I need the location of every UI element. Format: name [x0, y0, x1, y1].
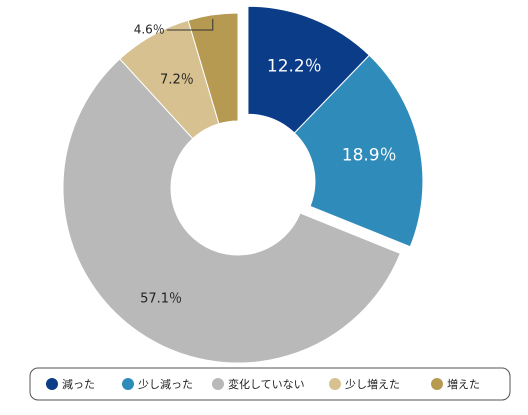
slice-group: 12.2％: [247, 5, 371, 134]
value-label: 4.6％: [134, 23, 165, 37]
value-label: 18.9％: [342, 145, 397, 165]
slice: [187, 12, 239, 125]
legend-marker: [46, 378, 58, 390]
value-label: 12.2％: [267, 56, 322, 76]
legend-label: 少し減った: [138, 377, 193, 391]
legend-marker: [329, 378, 341, 390]
legend-marker: [122, 378, 134, 390]
legend-label: 変化していない: [228, 377, 305, 391]
slice-group: 57.1％: [62, 58, 401, 364]
slice-group: 4.6％: [134, 12, 239, 125]
slice-group: 7.2％: [119, 19, 220, 140]
slice: [247, 5, 371, 134]
legend-label: 増えた: [447, 378, 480, 391]
legend-marker: [212, 378, 224, 390]
leader-line: [166, 18, 214, 31]
legend-label: 減った: [62, 377, 95, 391]
slice: [293, 54, 424, 248]
slice: [62, 58, 401, 364]
legend-marker: [431, 378, 443, 390]
legend-label: 少し増えた: [345, 378, 400, 391]
value-label: 7.2％: [160, 73, 194, 88]
slice-group: 18.9％: [293, 54, 424, 248]
legend-box: [29, 367, 511, 401]
value-label: 57.1％: [140, 291, 182, 306]
